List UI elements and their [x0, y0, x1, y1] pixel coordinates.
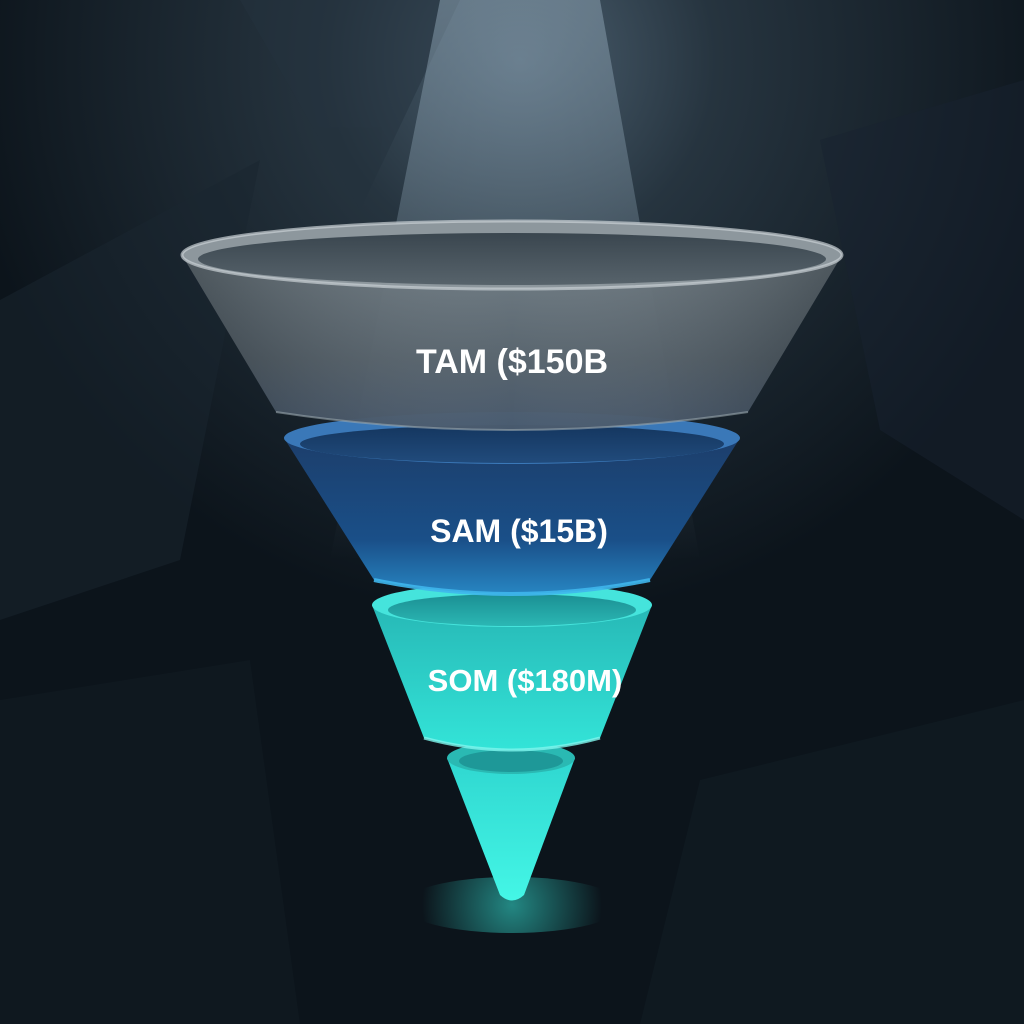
floor-glow	[402, 877, 622, 933]
tam-label: TAM ($150B	[416, 343, 608, 381]
funnel-tip	[447, 742, 575, 901]
som-tier	[372, 583, 652, 752]
sam-label: SAM ($15B)	[430, 513, 608, 549]
som-label: SOM ($180M)	[428, 663, 623, 698]
tam-tier	[180, 219, 844, 431]
